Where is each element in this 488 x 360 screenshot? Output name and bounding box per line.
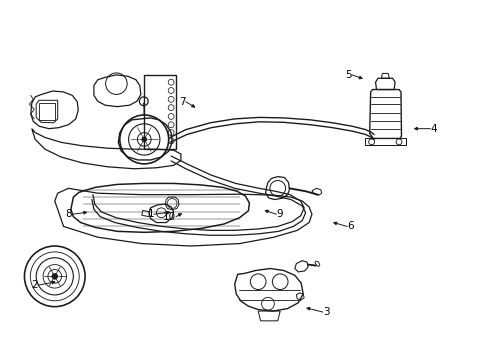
Text: 6: 6 [346, 221, 353, 231]
Text: 1: 1 [147, 209, 154, 219]
Text: 7: 7 [179, 97, 185, 107]
Text: 10: 10 [163, 212, 176, 222]
Text: 9: 9 [276, 209, 283, 219]
Text: 8: 8 [65, 209, 72, 219]
Text: 5: 5 [345, 70, 351, 80]
Text: 4: 4 [429, 123, 436, 134]
Bar [39, 103, 55, 120]
Text: 2: 2 [31, 280, 38, 290]
Circle shape [142, 137, 146, 142]
Text: 3: 3 [322, 307, 329, 317]
Circle shape [52, 273, 58, 279]
